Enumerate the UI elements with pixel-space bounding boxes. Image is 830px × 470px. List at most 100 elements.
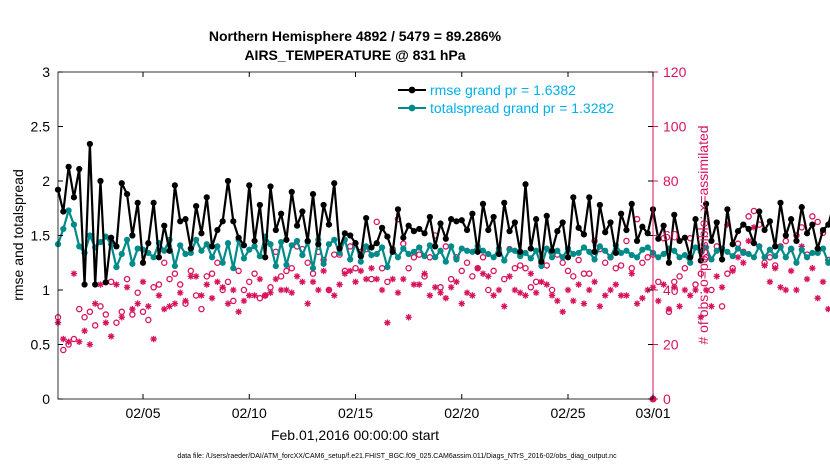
- point-possible: [288, 264, 295, 272]
- point-rmse: [697, 257, 704, 264]
- point-assimilated: [261, 292, 269, 299]
- point-assimilated: [315, 286, 322, 294]
- point-totalspread: [177, 242, 184, 249]
- point-totalspread: [602, 247, 609, 254]
- point-rmse: [538, 258, 545, 265]
- point-rmse: [363, 214, 370, 222]
- point-assimilated: [564, 286, 572, 294]
- point-assimilated: [798, 243, 805, 250]
- point-assimilated: [70, 270, 78, 277]
- point-rmse: [548, 247, 556, 254]
- point-totalspread: [283, 261, 290, 269]
- point-rmse: [187, 245, 194, 252]
- point-assimilated: [384, 319, 391, 326]
- point-assimilated: [718, 284, 726, 291]
- point-totalspread: [421, 253, 428, 260]
- point-assimilated: [187, 273, 195, 280]
- point-rmse: [299, 208, 306, 215]
- point-totalspread: [405, 250, 412, 258]
- point-rmse: [325, 221, 333, 228]
- point-assimilated: [230, 286, 237, 294]
- point-totalspread: [214, 243, 221, 250]
- point-assimilated: [400, 275, 407, 283]
- point-rmse: [309, 190, 317, 198]
- point-assimilated: [309, 278, 317, 286]
- point-assimilated: [224, 300, 232, 307]
- point-totalspread: [129, 260, 136, 267]
- point-assimilated: [474, 265, 481, 272]
- y-axis-label: rmse and totalspread: [10, 169, 26, 301]
- point-assimilated: [208, 294, 216, 302]
- y-tick-label: 0: [42, 391, 50, 407]
- point-assimilated: [623, 292, 630, 299]
- point-rmse: [745, 225, 752, 233]
- point-rmse: [803, 230, 811, 237]
- point-assimilated: [633, 300, 641, 307]
- point-totalspread: [586, 248, 593, 255]
- point-totalspread: [325, 241, 333, 248]
- point-rmse: [639, 223, 646, 230]
- point-assimilated: [612, 281, 620, 288]
- y2-tick-label: 80: [663, 173, 679, 189]
- point-assimilated: [410, 281, 418, 288]
- point-assimilated: [357, 267, 365, 275]
- point-assimilated: [814, 294, 821, 302]
- point-totalspread: [442, 258, 449, 265]
- point-possible: [113, 319, 120, 326]
- point-assimilated: [639, 294, 646, 302]
- point-assimilated: [692, 286, 699, 294]
- point-assimilated: [129, 305, 136, 313]
- point-totalspread: [756, 243, 763, 250]
- point-rmse: [102, 279, 109, 286]
- point-assimilated: [825, 305, 830, 313]
- point-totalspread: [793, 259, 800, 266]
- point-possible: [160, 259, 168, 266]
- point-rmse: [718, 256, 726, 263]
- point-possible: [809, 213, 816, 220]
- point-possible: [150, 284, 157, 291]
- point-rmse: [469, 210, 476, 217]
- point-rmse: [262, 254, 269, 261]
- point-assimilated: [426, 292, 434, 299]
- point-assimilated: [299, 278, 306, 286]
- point-assimilated: [617, 292, 625, 299]
- point-assimilated: [559, 308, 566, 315]
- x-tick-label: 03/01: [635, 405, 670, 421]
- x-axis-label: Feb.01,2016 00:00:00 start: [271, 427, 439, 443]
- point-possible: [485, 286, 492, 294]
- point-rmse: [86, 140, 93, 148]
- point-assimilated: [81, 327, 88, 335]
- point-rmse: [633, 237, 641, 245]
- point-totalspread: [463, 247, 471, 254]
- point-possible: [724, 270, 731, 277]
- point-totalspread: [809, 249, 816, 257]
- point-possible: [224, 278, 232, 286]
- point-assimilated: [352, 278, 359, 286]
- point-assimilated: [745, 237, 752, 245]
- point-assimilated: [235, 308, 242, 315]
- x-tick-label: 02/15: [338, 405, 373, 421]
- point-assimilated: [586, 286, 593, 294]
- point-rmse: [485, 226, 492, 234]
- point-rmse: [123, 190, 131, 198]
- point-totalspread: [517, 253, 524, 260]
- x-tick-label: 02/25: [550, 405, 585, 421]
- point-rmse: [618, 210, 625, 217]
- point-possible: [102, 311, 110, 318]
- point-assimilated: [570, 297, 577, 305]
- point-rmse: [283, 236, 290, 243]
- point-rmse: [389, 248, 396, 255]
- point-assimilated: [277, 286, 285, 294]
- point-assimilated: [107, 333, 115, 340]
- point-totalspread: [618, 249, 625, 257]
- point-rmse: [224, 177, 232, 185]
- point-assimilated: [118, 314, 125, 321]
- point-assimilated: [76, 338, 83, 345]
- point-rmse: [198, 230, 205, 237]
- y-tick-label: 2: [42, 173, 50, 189]
- point-totalspread: [203, 241, 210, 248]
- point-assimilated: [479, 270, 487, 277]
- point-assimilated: [495, 286, 503, 294]
- point-totalspread: [198, 247, 205, 254]
- point-totalspread: [113, 264, 120, 271]
